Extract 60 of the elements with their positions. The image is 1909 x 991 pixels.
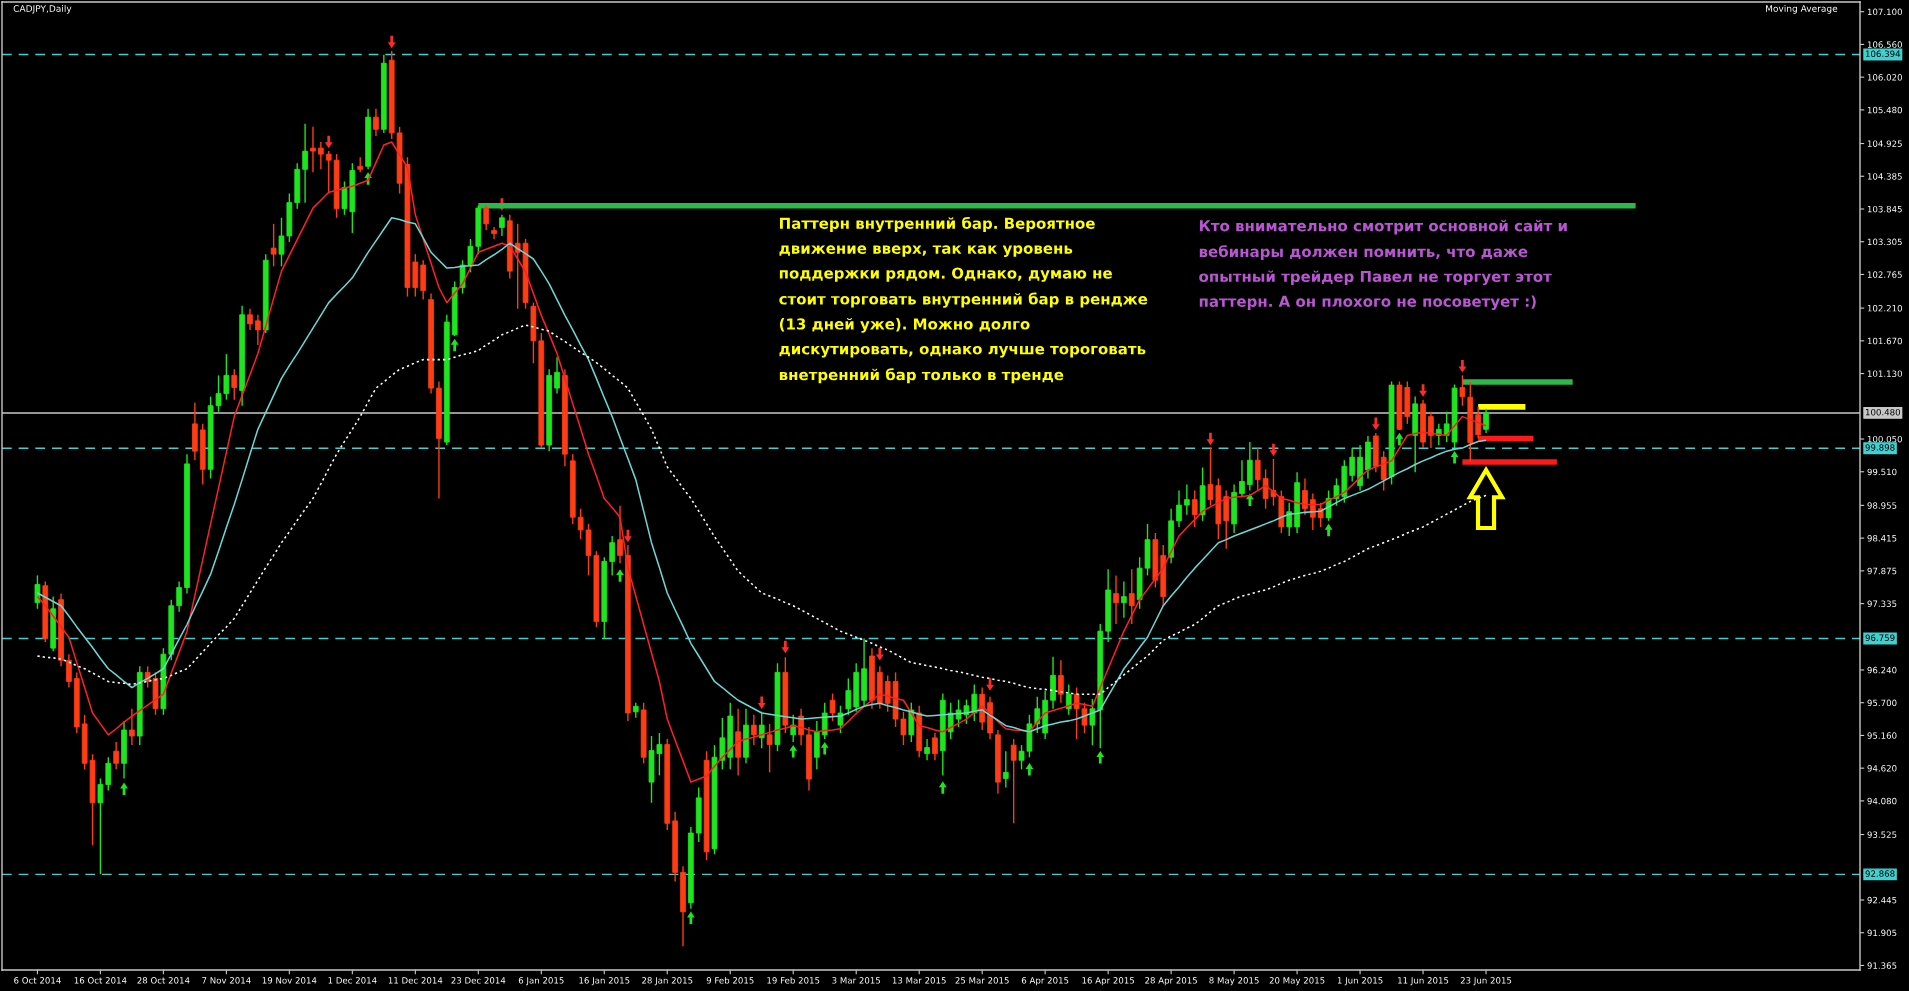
y-tick-label: 101.130 (1867, 370, 1902, 377)
x-tick-label: 23 Jun 2015 (1460, 977, 1512, 986)
y-tick-label: 105.480 (1867, 106, 1902, 114)
y-tick-label: 107.100 (1867, 8, 1902, 16)
x-tick-label: 13 Mar 2015 (892, 977, 946, 984)
x-tick-label: 3 Mar 2015 (832, 977, 881, 984)
y-tick-label: 95.700 (1867, 699, 1897, 707)
x-tick-label: 6 Apr 2015 (1021, 977, 1069, 986)
y-tick-label: 92.445 (1867, 896, 1897, 904)
ref-line-label: 96.759 (1865, 634, 1895, 641)
y-tick-label: 98.415 (1867, 535, 1897, 542)
y-tick-label: 103.845 (1867, 205, 1902, 213)
y-tick-label: 99.510 (1867, 468, 1897, 476)
x-tick-label: 28 Oct 2014 (137, 977, 190, 984)
y-tick-label: 97.875 (1867, 567, 1897, 575)
annotation: Кто внимательно смотрит основной сайт и вебинары должен помнить, что даже опытный трейдер Павел не торгует этот паттерн. А он плохого не посоветует :) (1199, 219, 1567, 310)
x-tick-label: 11 Dec 2014 (388, 977, 443, 984)
y-tick-label: 104.385 (1867, 173, 1902, 180)
annotation: Паттерн внутренний бар. Вероятное движение вверх, так как уровень поддержки рядом. Однако, думаю не стоит торговать внутренний бар в рендже (13 дней уже). Можно долго дискутировать, однако лучше тороговать внетренний бар только в тренде (779, 216, 1148, 384)
x-tick-label: 16 Jan 2015 (579, 977, 630, 986)
x-tick-label: 6 Jan 2015 (518, 977, 564, 986)
x-tick-label: 6 Oct 2014 (14, 977, 61, 984)
ref-line-label: 106.394 (1865, 50, 1901, 57)
annotation: Moving Average (1766, 4, 1838, 14)
y-tick-label: 104.925 (1867, 140, 1902, 147)
chart-title: CADJPY,Daily (13, 4, 72, 14)
y-tick-label: 93.525 (1867, 831, 1897, 838)
y-tick-label: 95.160 (1867, 732, 1897, 739)
x-tick-label: 16 Oct 2014 (74, 977, 127, 984)
x-tick-label: 19 Feb 2015 (767, 976, 820, 984)
y-tick-label: 94.080 (1867, 797, 1897, 805)
x-tick-label: 9 Feb 2015 (706, 976, 754, 984)
y-tick-label: 100.050 (1867, 435, 1902, 443)
y-tick-label: 98.955 (1867, 502, 1897, 509)
x-tick-label: 8 May 2015 (1209, 977, 1259, 986)
ref-line-label: 99.898 (1865, 444, 1895, 451)
y-tick-label: 96.240 (1867, 666, 1897, 674)
y-tick-label: 102.765 (1867, 271, 1902, 278)
ref-line-label: 100.480 (1865, 408, 1901, 416)
y-tick-label: 91.365 (1867, 962, 1897, 969)
x-tick-label: 1 Dec 2014 (328, 977, 377, 984)
y-tick-label: 94.620 (1867, 765, 1897, 772)
x-tick-label: 20 May 2015 (1269, 977, 1325, 986)
y-tick-label: 106.020 (1867, 74, 1902, 81)
x-tick-label: 23 Dec 2014 (451, 977, 506, 984)
y-tick-label: 101.670 (1867, 337, 1902, 345)
x-tick-label: 19 Nov 2014 (262, 977, 317, 984)
y-tick-label: 97.335 (1867, 600, 1897, 607)
x-tick-label: 28 Apr 2015 (1145, 977, 1197, 986)
y-tick-label: 91.905 (1867, 929, 1897, 937)
x-tick-label: 7 Nov 2014 (202, 977, 251, 984)
ref-line-label: 92.868 (1865, 870, 1895, 877)
x-tick-label: 16 Apr 2015 (1082, 977, 1135, 986)
x-tick-label: 28 Jan 2015 (642, 977, 693, 986)
x-tick-label: 1 Jun 2015 (1337, 977, 1383, 986)
y-tick-label: 106.560 (1867, 41, 1902, 48)
x-tick-label: 11 Jun 2015 (1398, 977, 1449, 986)
x-tick-label: 25 Mar 2015 (955, 977, 1009, 984)
y-tick-label: 103.305 (1867, 238, 1902, 246)
y-tick-label: 102.210 (1867, 304, 1902, 312)
